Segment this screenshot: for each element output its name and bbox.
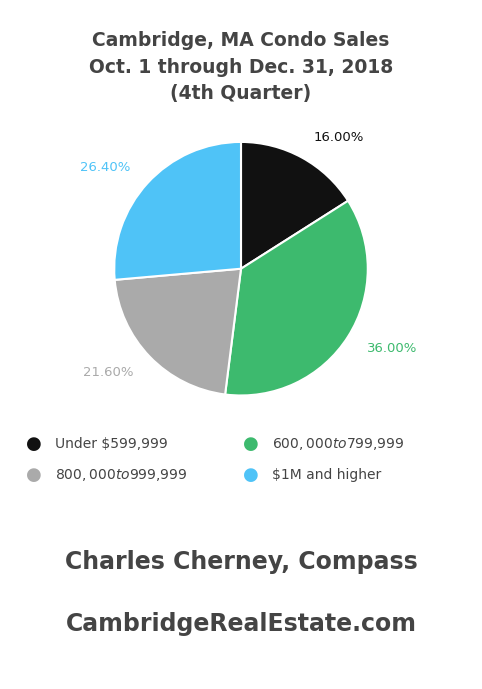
Text: ●: ● bbox=[243, 466, 258, 484]
Text: 36.00%: 36.00% bbox=[367, 342, 418, 356]
Wedge shape bbox=[115, 269, 241, 395]
Wedge shape bbox=[241, 142, 348, 269]
Text: ●: ● bbox=[243, 435, 258, 453]
Text: ●: ● bbox=[26, 466, 41, 484]
Text: CambridgeRealEstate.com: CambridgeRealEstate.com bbox=[66, 612, 416, 635]
Text: Charles Cherney, Compass: Charles Cherney, Compass bbox=[65, 550, 417, 573]
Text: 21.60%: 21.60% bbox=[83, 366, 133, 379]
Text: 16.00%: 16.00% bbox=[313, 131, 363, 144]
Text: Cambridge, MA Condo Sales
Oct. 1 through Dec. 31, 2018
(4th Quarter): Cambridge, MA Condo Sales Oct. 1 through… bbox=[89, 31, 393, 103]
Wedge shape bbox=[225, 200, 368, 395]
Text: $1M and higher: $1M and higher bbox=[272, 469, 382, 482]
Text: 26.40%: 26.40% bbox=[80, 161, 131, 174]
Text: ●: ● bbox=[26, 435, 41, 453]
Text: Under $599,999: Under $599,999 bbox=[55, 438, 168, 451]
Wedge shape bbox=[114, 142, 241, 280]
Text: $800,000 to $999,999: $800,000 to $999,999 bbox=[55, 467, 188, 484]
Text: $600,000 to $799,999: $600,000 to $799,999 bbox=[272, 436, 405, 453]
